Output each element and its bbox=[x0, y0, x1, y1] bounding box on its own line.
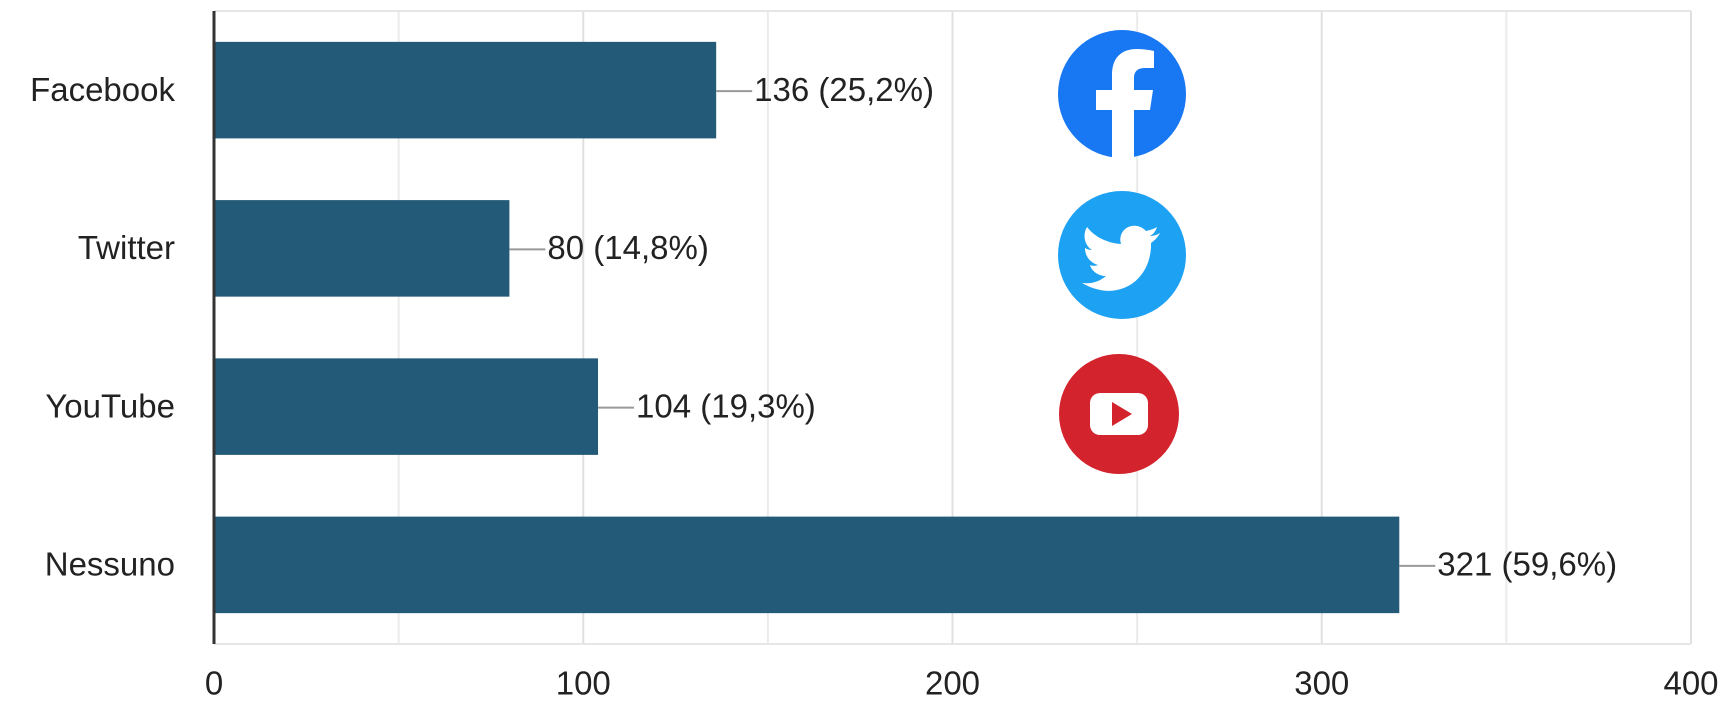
value-label: 136 (25,2%) bbox=[754, 71, 934, 108]
icons bbox=[1058, 30, 1186, 474]
x-tick-label: 0 bbox=[205, 665, 223, 701]
x-tick-label: 400 bbox=[1663, 665, 1718, 701]
value-label: 80 (14,8%) bbox=[547, 229, 708, 266]
youtube-icon bbox=[1059, 354, 1179, 474]
bar bbox=[214, 516, 1400, 614]
y-tick-label: Nessuno bbox=[45, 546, 175, 583]
value-label: 321 (59,6%) bbox=[1437, 546, 1617, 583]
bar bbox=[214, 41, 717, 139]
bar bbox=[214, 358, 599, 455]
y-tick-label: YouTube bbox=[45, 387, 175, 424]
twitter-icon bbox=[1058, 191, 1186, 319]
value-label: 104 (19,3%) bbox=[636, 387, 816, 424]
x-tick-label: 300 bbox=[1294, 665, 1349, 701]
y-tick-label: Facebook bbox=[30, 71, 175, 108]
facebook-icon bbox=[1058, 30, 1186, 158]
x-tick-label: 100 bbox=[556, 665, 611, 701]
bar bbox=[214, 200, 510, 297]
x-tick-label: 200 bbox=[925, 665, 980, 701]
y-tick-label: Twitter bbox=[78, 229, 175, 266]
